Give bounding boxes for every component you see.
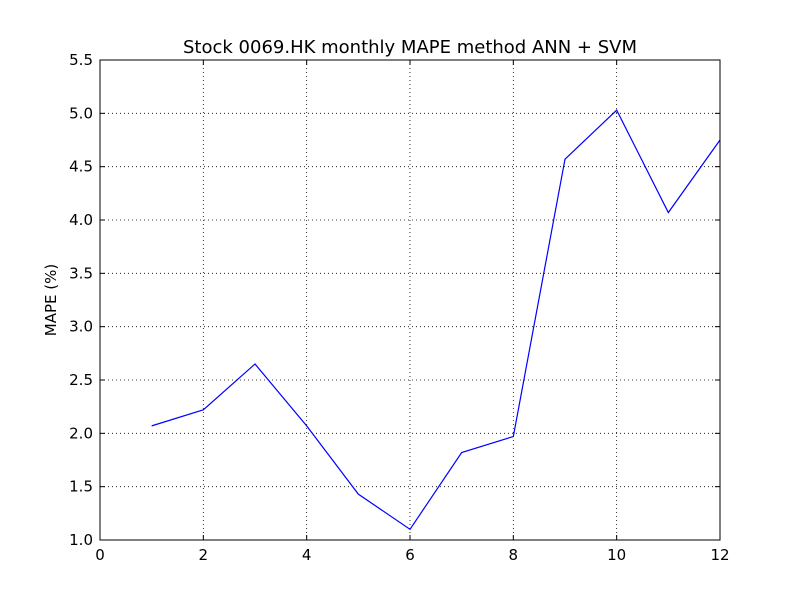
- y-tick-label: 3.0: [69, 318, 93, 336]
- x-tick-label: 12: [710, 546, 729, 564]
- x-tick-label: 10: [607, 546, 626, 564]
- y-tick-label: 4.0: [69, 211, 93, 229]
- y-axis-ticks: 1.0 1.5 2.0 2.5 3.0 3.5 4.0 4.5 5.0 5.5: [69, 51, 720, 549]
- x-tick-label: 0: [95, 546, 105, 564]
- y-tick-label: 4.5: [69, 158, 93, 176]
- plot-frame: [99, 59, 721, 541]
- series-layer: [151, 109, 721, 531]
- x-tick-label: 4: [302, 546, 312, 564]
- y-tick-label: 2.0: [69, 424, 93, 442]
- x-tick-label: 2: [199, 546, 209, 564]
- y-tick-label: 5.0: [69, 104, 93, 122]
- chart-title: Stock 0069.HK monthly MAPE method ANN + …: [183, 37, 637, 58]
- y-tick-label: 5.5: [69, 51, 93, 69]
- y-tick-label: 3.5: [69, 264, 93, 282]
- x-tick-label: 6: [405, 546, 415, 564]
- y-tick-label: 1.0: [69, 531, 93, 549]
- series-line: [151, 109, 721, 531]
- y-tick-label: 1.5: [69, 478, 93, 496]
- y-axis-label: MAPE (%): [42, 264, 60, 336]
- grid-lines: [100, 60, 720, 540]
- x-axis-ticks: 0 2 4 6 8 10 12: [95, 60, 730, 564]
- y-tick-label: 2.5: [69, 371, 93, 389]
- x-tick-label: 8: [509, 546, 519, 564]
